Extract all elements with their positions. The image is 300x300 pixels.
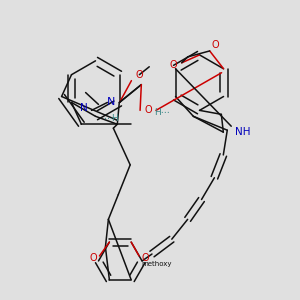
Text: O: O [170, 60, 178, 70]
Text: methoxy: methoxy [142, 261, 172, 267]
Text: N: N [107, 98, 116, 107]
Text: NH: NH [235, 127, 251, 137]
Text: H⋯: H⋯ [154, 108, 170, 117]
Text: O: O [90, 253, 97, 263]
Text: ⋯H: ⋯H [103, 114, 119, 123]
Text: O: O [144, 105, 152, 116]
Text: O: O [141, 253, 149, 263]
Text: O: O [136, 70, 143, 80]
Text: O: O [212, 40, 219, 50]
Text: N: N [80, 103, 88, 113]
